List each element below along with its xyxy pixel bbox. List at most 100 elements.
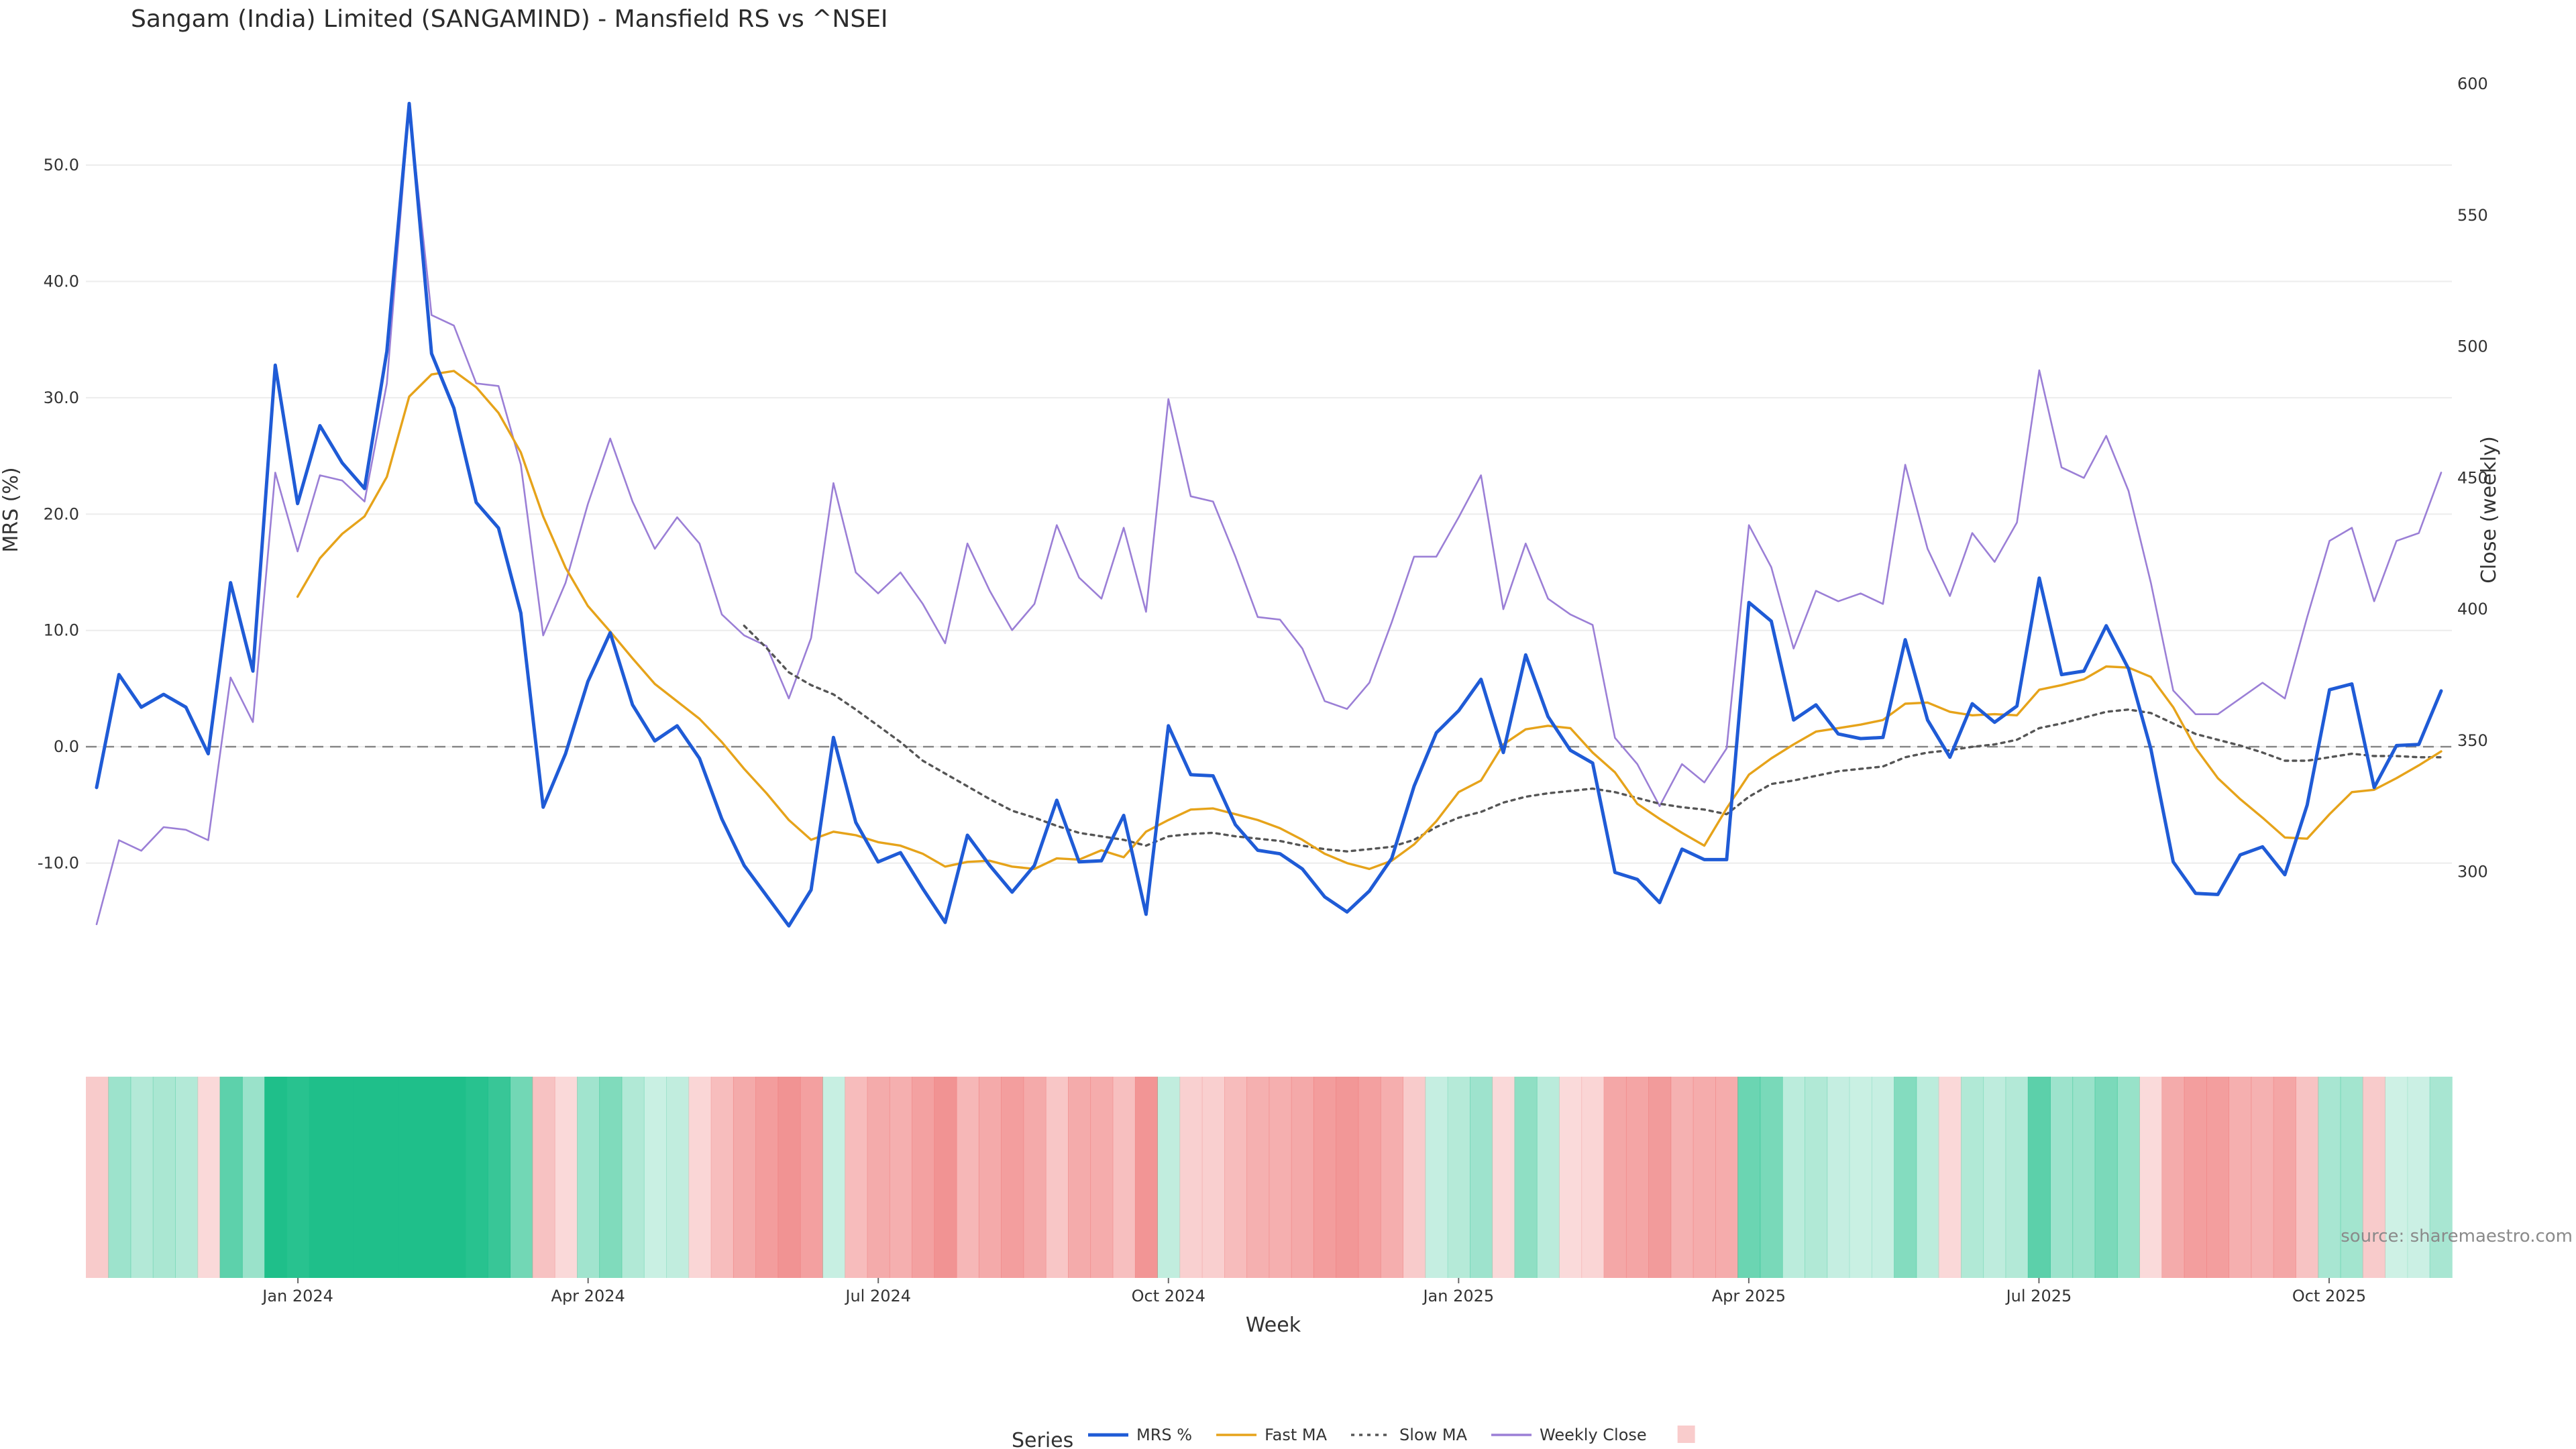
heatmap-cell xyxy=(733,1077,756,1278)
heatmap-cell xyxy=(1827,1077,1850,1278)
heatmap-cell xyxy=(286,1077,310,1278)
heatmap-cell xyxy=(354,1077,377,1278)
heatmap-cell xyxy=(2296,1077,2319,1278)
heatmap-cell xyxy=(1201,1077,1225,1278)
legend-label: Weekly Close xyxy=(1540,1426,1647,1444)
legend-label: MRS % xyxy=(1136,1426,1192,1444)
heatmap-cell xyxy=(2385,1077,2408,1278)
heatmap-cell xyxy=(777,1077,801,1278)
heatmap-cell xyxy=(2206,1077,2230,1278)
x-tick-label: Jan 2025 xyxy=(1421,1287,1494,1305)
heatmap-cell xyxy=(2318,1077,2341,1278)
x-tick-label: Jan 2024 xyxy=(261,1287,333,1305)
heatmap-cell xyxy=(376,1077,399,1278)
heatmap-cell xyxy=(1380,1077,1403,1278)
heatmap-cell xyxy=(1246,1077,1270,1278)
heatmap-cell xyxy=(1894,1077,1917,1278)
heatmap-cell xyxy=(1871,1077,1894,1278)
heatmap-cell xyxy=(599,1077,623,1278)
heatmap-cell xyxy=(1313,1077,1337,1278)
heatmap-cell xyxy=(845,1077,868,1278)
heatmap-cell xyxy=(86,1077,109,1278)
heatmap-cell xyxy=(421,1077,444,1278)
heatmap-cell xyxy=(1536,1077,1560,1278)
heatmap-cell xyxy=(1224,1077,1248,1278)
heatmap-cell xyxy=(956,1077,979,1278)
heatmap-cell xyxy=(2027,1077,2051,1278)
heatmap-cell xyxy=(2094,1077,2118,1278)
heatmap-cell xyxy=(2005,1077,2029,1278)
heatmap-cell xyxy=(867,1077,890,1278)
heatmap-cell xyxy=(241,1077,265,1278)
x-axis-ticks: Jan 2024 Apr 2024 Jul 2024 Oct 2024 Jan 2025… xyxy=(261,1278,2366,1305)
heatmap-cell xyxy=(666,1077,690,1278)
heatmap-cell xyxy=(822,1077,846,1278)
heatmap-cell xyxy=(1916,1077,1939,1278)
heatmap-cell xyxy=(1782,1077,1805,1278)
series-line-mrs xyxy=(95,101,2443,928)
heatmap-cell xyxy=(2229,1077,2252,1278)
y-left-tick-label: 0.0 xyxy=(54,737,79,756)
y-right-tick-label: 300 xyxy=(2457,863,2488,881)
heatmap-cell xyxy=(2251,1077,2274,1278)
y-right-tick-label: 500 xyxy=(2457,337,2488,356)
x-tick-label: Oct 2024 xyxy=(1132,1287,1205,1305)
heatmap-cell xyxy=(2072,1077,2096,1278)
heatmap-cell xyxy=(487,1077,511,1278)
legend-title: Series xyxy=(1012,1429,1073,1449)
heatmap-cell xyxy=(2050,1077,2074,1278)
y-left-tick-label: 20.0 xyxy=(44,504,79,523)
heatmap-cell xyxy=(1625,1077,1649,1278)
heatmap-cell xyxy=(912,1077,935,1278)
heatmap-cell xyxy=(443,1077,466,1278)
heatmap-cell xyxy=(2407,1077,2430,1278)
source-label: source: sharemaestro.com xyxy=(2341,1226,2573,1246)
y-left-axis-title: MRS (%) xyxy=(0,467,23,552)
heatmap-cell xyxy=(554,1077,578,1278)
heatmap-cell xyxy=(577,1077,600,1278)
heatmap-cell xyxy=(1849,1077,1872,1278)
heatmap-cell xyxy=(1737,1077,1761,1278)
heatmap-cell xyxy=(2184,1077,2207,1278)
heatmap-cell xyxy=(1358,1077,1381,1278)
heatmap-cell xyxy=(108,1077,131,1278)
heatmap-cell xyxy=(152,1077,176,1278)
legend-heatmap-swatch xyxy=(1677,1426,1695,1443)
heatmap-cell xyxy=(2116,1077,2140,1278)
regime-heatmap-strip xyxy=(86,1077,2453,1278)
y-left-tick-label: 50.0 xyxy=(44,156,79,174)
series-line-slow-ma xyxy=(743,625,2443,853)
heatmap-cell xyxy=(1090,1077,1114,1278)
heatmap-cell xyxy=(710,1077,734,1278)
x-tick-label: Apr 2024 xyxy=(551,1287,625,1305)
heatmap-cell xyxy=(978,1077,1002,1278)
legend-label: Slow MA xyxy=(1399,1426,1468,1444)
heatmap-cell xyxy=(2429,1077,2453,1278)
y-right-axis-title: Close (weekly) xyxy=(2477,436,2501,584)
heatmap-cell xyxy=(1581,1077,1605,1278)
heatmap-cell xyxy=(510,1077,533,1278)
x-tick-label: Jul 2024 xyxy=(844,1287,911,1305)
heatmap-cell xyxy=(1938,1077,1962,1278)
heatmap-cell xyxy=(1134,1077,1158,1278)
heatmap-cell xyxy=(1068,1077,1091,1278)
y-left-tick-label: -10.0 xyxy=(38,854,79,873)
heatmap-cell xyxy=(2340,1077,2363,1278)
heatmap-cell xyxy=(264,1077,288,1278)
heatmap-cell xyxy=(175,1077,199,1278)
heatmap-cell xyxy=(1492,1077,1515,1278)
heatmap-cell xyxy=(197,1077,221,1278)
left-axis-ticks: 50.0 40.0 30.0 20.0 10.0 0.0 -10.0 xyxy=(38,156,79,873)
heatmap-cell xyxy=(800,1077,823,1278)
right-axis-ticks: 600 550 500 450 400 350 300 xyxy=(2457,74,2488,881)
y-right-tick-label: 400 xyxy=(2457,600,2488,619)
heatmap-cell xyxy=(1023,1077,1046,1278)
heatmap-cell xyxy=(219,1077,243,1278)
heatmap-cell xyxy=(1045,1077,1069,1278)
heatmap-cell xyxy=(889,1077,912,1278)
series-line-fast-ma xyxy=(296,370,2443,870)
heatmap-cell xyxy=(1269,1077,1292,1278)
y-right-tick-label: 550 xyxy=(2457,206,2488,225)
y-left-tick-label: 30.0 xyxy=(44,388,79,407)
